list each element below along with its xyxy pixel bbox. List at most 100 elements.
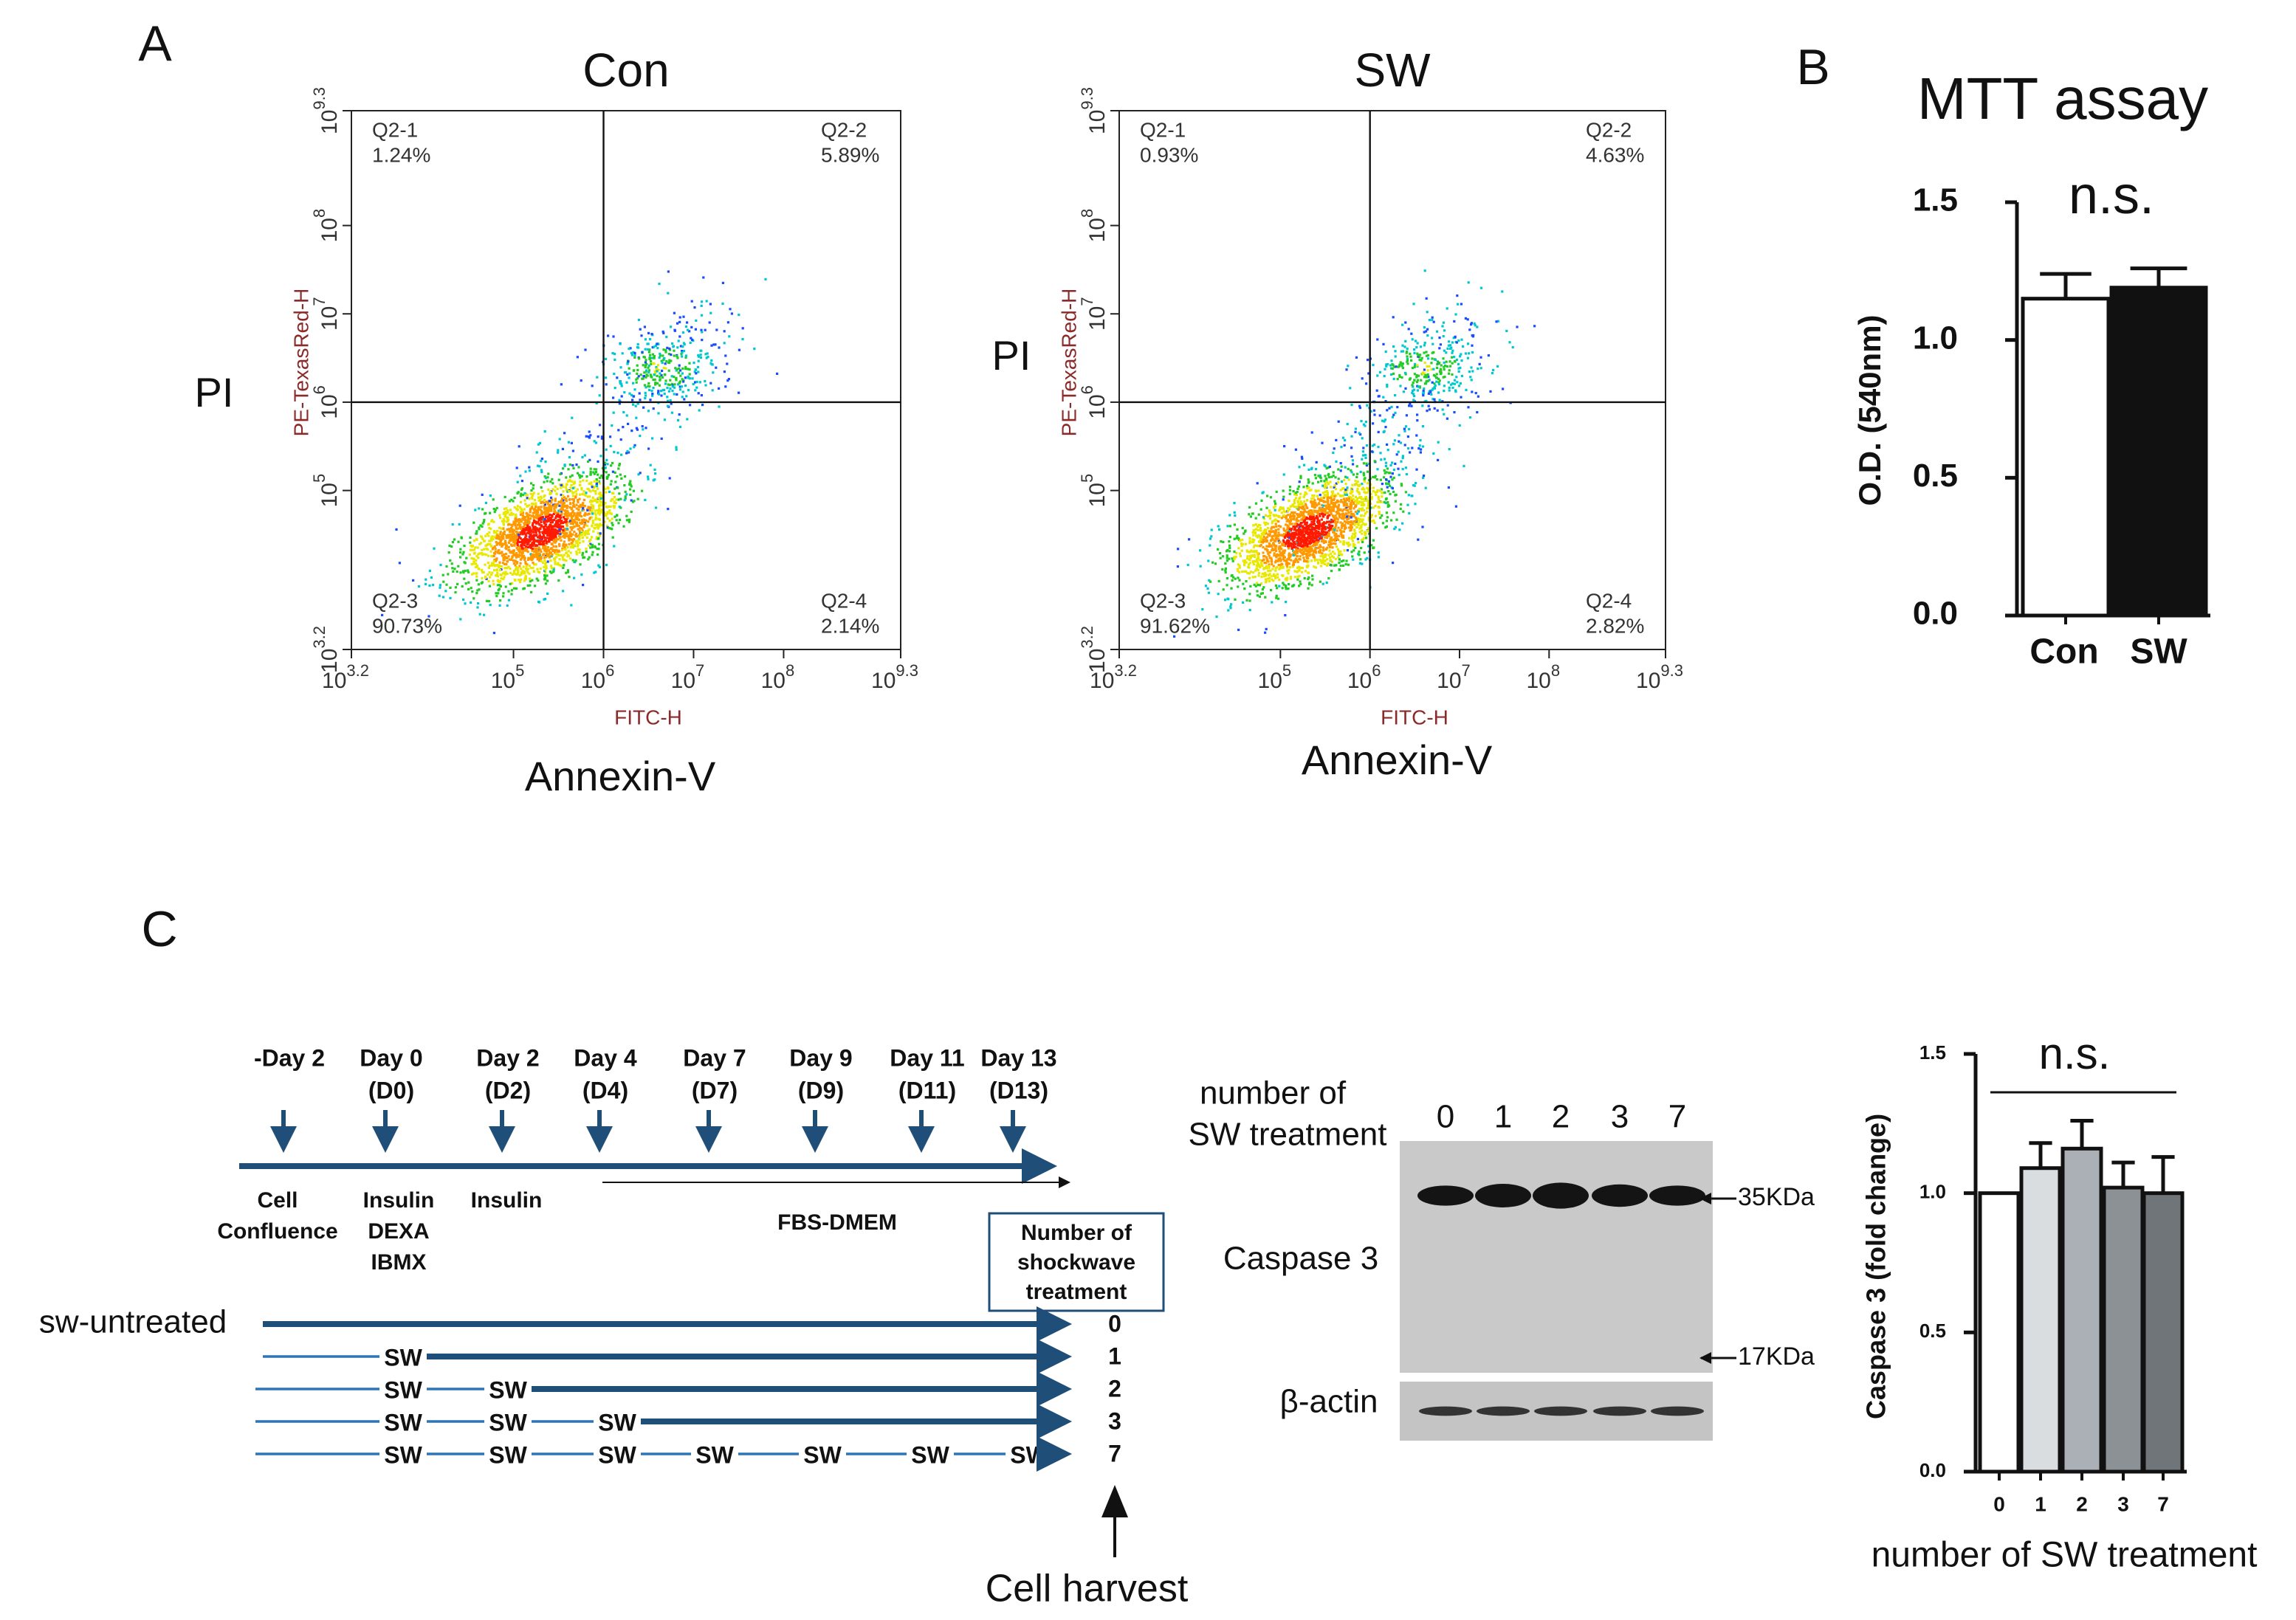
event-dot: [616, 486, 619, 489]
event-dot: [1384, 501, 1387, 504]
event-dot: [627, 360, 630, 363]
event-dot: [504, 546, 507, 549]
event-dot: [1299, 528, 1302, 531]
event-dot: [699, 356, 702, 359]
event-dot: [599, 532, 602, 535]
event-dot: [1468, 328, 1471, 331]
event-dot: [667, 383, 670, 386]
event-dot: [585, 479, 588, 482]
event-dot: [1453, 411, 1456, 414]
event-dot: [564, 534, 567, 537]
event-dot: [644, 365, 647, 368]
event-dot: [1288, 569, 1290, 572]
event-dot: [512, 551, 515, 554]
event-dot: [658, 283, 661, 286]
event-dot: [1294, 497, 1297, 500]
event-dot: [1294, 545, 1297, 548]
event-dot: [1350, 487, 1353, 490]
event-dot: [1271, 545, 1274, 548]
event-dot: [1489, 390, 1492, 393]
event-dot: [1274, 505, 1276, 508]
event-dot: [475, 532, 478, 535]
event-dot: [1386, 385, 1389, 388]
event-dot: [1426, 369, 1429, 372]
event-dot: [495, 541, 498, 544]
event-dot: [534, 585, 537, 587]
event-dot: [1321, 492, 1324, 494]
event-dot: [499, 538, 502, 541]
event-dot: [1240, 549, 1243, 552]
event-dot: [1262, 545, 1265, 548]
event-dot: [1393, 439, 1396, 442]
event-dot: [1261, 492, 1264, 494]
event-dot: [1300, 455, 1303, 458]
event-dot: [558, 542, 561, 545]
event-dot: [1419, 354, 1422, 356]
event-dot: [1359, 558, 1362, 561]
event-dot: [647, 385, 650, 387]
event-dot: [1346, 423, 1349, 426]
event-dot: [604, 461, 607, 464]
event-dot: [1239, 539, 1242, 542]
event-dot: [1310, 547, 1313, 550]
event-dot: [597, 537, 599, 540]
event-dot: [588, 436, 591, 439]
event-dot: [1288, 489, 1291, 492]
event-dot: [1251, 538, 1254, 541]
event-dot: [1306, 539, 1309, 542]
event-dot: [1375, 494, 1378, 497]
event-dot: [714, 343, 717, 346]
event-dot: [542, 561, 545, 564]
side-label: PI: [195, 369, 234, 416]
event-dot: [1279, 540, 1282, 543]
event-dot: [543, 526, 546, 529]
event-dot: [1398, 365, 1400, 368]
event-dot: [628, 520, 630, 523]
event-dot: [500, 565, 503, 568]
event-dot: [591, 545, 594, 548]
event-dot: [1338, 516, 1341, 519]
event-dot: [1361, 520, 1364, 523]
event-dot: [1334, 542, 1337, 545]
event-dot: [678, 316, 681, 319]
event-dot: [643, 371, 646, 374]
event-dot: [556, 525, 559, 528]
event-dot: [1408, 378, 1411, 381]
event-dot: [488, 531, 491, 534]
event-dot: [520, 492, 523, 495]
event-dot: [1361, 540, 1364, 543]
event-dot: [1480, 286, 1483, 289]
event-dot: [1328, 465, 1331, 468]
event-dot: [1259, 529, 1262, 532]
event-dot: [1314, 489, 1317, 492]
event-dot: [543, 537, 546, 540]
quadrant-name: Q2-1: [372, 118, 418, 141]
event-dot: [583, 505, 586, 508]
event-dot: [1245, 570, 1248, 573]
event-dot: [535, 551, 537, 554]
event-dot: [501, 520, 504, 523]
event-dot: [532, 544, 535, 547]
event-dot: [541, 536, 544, 539]
event-dot: [482, 571, 485, 573]
event-dot: [472, 548, 475, 551]
event-dot: [1322, 541, 1325, 544]
event-dot: [490, 520, 493, 523]
event-dot: [653, 373, 656, 376]
event-dot: [571, 505, 574, 508]
event-dot: [1358, 491, 1361, 494]
event-dot: [661, 354, 664, 357]
event-dot: [1229, 605, 1232, 608]
event-dot: [573, 520, 576, 523]
event-dot: [546, 510, 549, 513]
event-dot: [1353, 528, 1356, 531]
event-dot: [534, 549, 537, 552]
panel-label: C: [141, 901, 177, 957]
event-dot: [1358, 432, 1361, 435]
event-dot: [475, 538, 478, 541]
event-dot: [1355, 502, 1358, 505]
event-dot: [1422, 394, 1425, 397]
event-dot: [597, 564, 600, 567]
event-dot: [412, 579, 415, 582]
event-dot: [531, 558, 534, 561]
